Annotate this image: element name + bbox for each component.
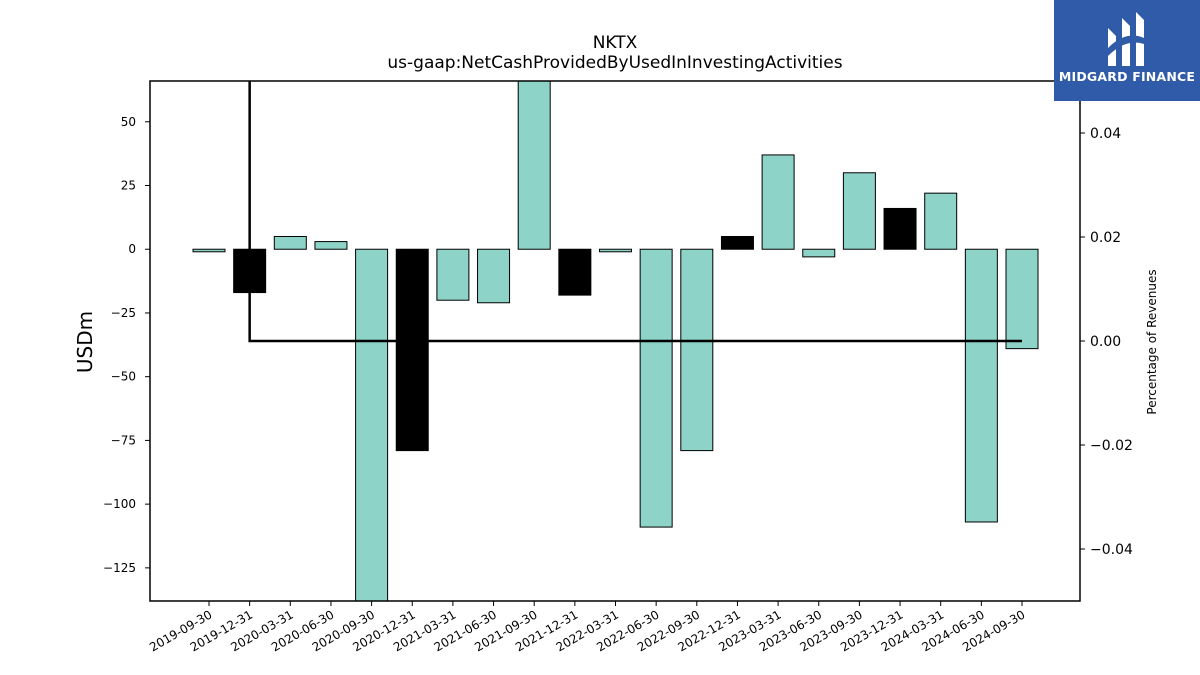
bar-2024-03-31 — [924, 192, 958, 250]
y-tick-label: 50 — [121, 115, 136, 129]
y-axis-label: USDm — [73, 311, 97, 373]
bar-2022-09-30 — [680, 248, 714, 452]
bar-2020-09-30 — [355, 248, 389, 601]
bar-2021-12-31 — [558, 248, 592, 296]
y-tick-label: −75 — [111, 433, 136, 447]
right-axis-label: Percentage of Revenues — [1145, 269, 1159, 414]
midgard-logo-icon — [1108, 12, 1144, 66]
y-tick-label: −25 — [111, 306, 136, 320]
right-tick-label: 0.02 — [1090, 230, 1121, 246]
bar-2021-06-30 — [477, 248, 511, 304]
bar-2020-03-31 — [273, 235, 307, 250]
y-tick-label: −50 — [111, 370, 136, 384]
chart-subtitle: us-gaap:NetCashProvidedByUsedInInvesting… — [387, 53, 842, 73]
chart-title: NKTX — [593, 33, 638, 53]
bar-2022-06-30 — [639, 248, 673, 528]
y-tick-label: 0 — [128, 242, 136, 256]
bar-2023-06-30 — [802, 248, 836, 258]
bar-2020-12-31 — [395, 248, 429, 452]
bar-2022-03-31 — [599, 248, 632, 253]
bar-2023-03-31 — [761, 154, 795, 250]
bar-2024-09-30 — [1005, 248, 1039, 350]
bar-2021-09-30 — [517, 81, 551, 250]
y-tick-label: 25 — [121, 179, 136, 193]
bar-2019-09-30 — [192, 248, 226, 253]
bar-2020-06-30 — [314, 241, 348, 250]
right-tick-label: 0.00 — [1090, 334, 1121, 350]
brand-logo: MIDGARD FINANCE — [1054, 0, 1200, 101]
logo-text: MIDGARD FINANCE — [1058, 69, 1196, 84]
right-tick-label: −0.04 — [1090, 542, 1133, 558]
bar-2023-12-31 — [883, 207, 917, 250]
y-tick-label: −125 — [103, 561, 136, 575]
bar-2021-03-31 — [436, 248, 470, 301]
bar-2022-12-31 — [720, 235, 754, 250]
bar-2023-09-30 — [842, 172, 876, 250]
percentage-line — [248, 81, 1022, 343]
right-tick-label: −0.02 — [1090, 438, 1133, 454]
bar-2024-06-30 — [964, 248, 998, 523]
y-tick-label: −100 — [103, 497, 136, 511]
right-tick-label: 0.04 — [1090, 126, 1121, 142]
